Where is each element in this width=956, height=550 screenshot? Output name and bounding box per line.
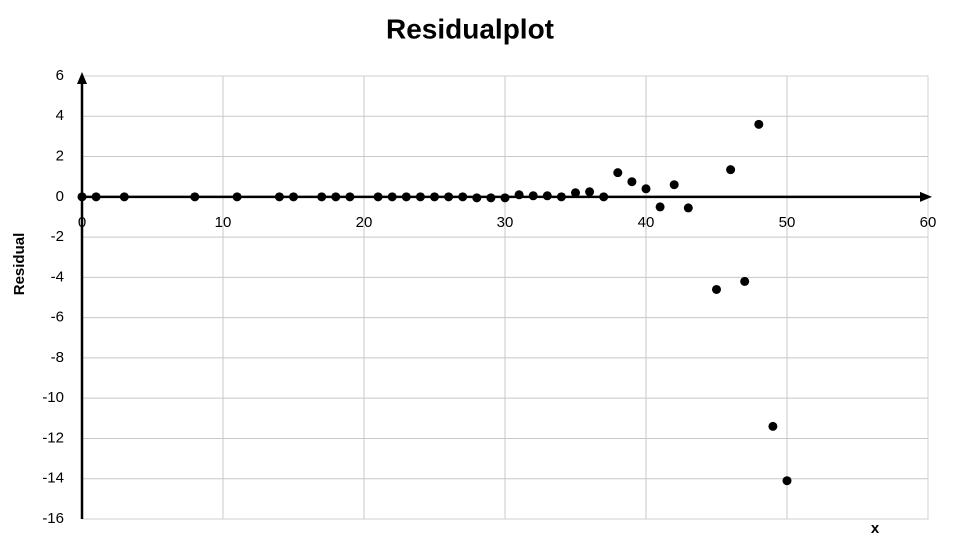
point (77, 192, 87, 202)
y-tick-label: -8 (51, 349, 64, 366)
point (627, 177, 637, 187)
point (613, 168, 623, 178)
point (274, 192, 284, 202)
point (500, 193, 510, 203)
point (683, 203, 693, 213)
point (754, 119, 764, 129)
point (458, 192, 468, 202)
x-tick-label: 50 (779, 214, 796, 231)
chart-title: Residualplot (386, 13, 554, 44)
point (232, 192, 242, 202)
point (740, 276, 750, 286)
point (669, 180, 679, 190)
point (599, 192, 609, 202)
point (289, 192, 298, 202)
point (528, 191, 538, 201)
y-tick-label: -4 (51, 268, 64, 285)
point (430, 192, 439, 202)
y-tick-label: -14 (42, 470, 64, 487)
point (415, 192, 425, 202)
point (387, 192, 397, 202)
point (345, 192, 355, 202)
point (712, 284, 721, 294)
point (119, 192, 129, 202)
y-tick-label: -12 (42, 429, 64, 446)
x-tick-label: 10 (215, 214, 232, 231)
point (472, 193, 482, 203)
point (514, 190, 524, 200)
x-axis-label: x (871, 520, 880, 537)
point (726, 165, 736, 175)
y-tick-label: 6 (56, 67, 64, 84)
x-tick-label: 60 (920, 214, 937, 231)
point (444, 192, 454, 202)
point (373, 192, 383, 202)
point (331, 192, 341, 202)
point (401, 192, 411, 202)
y-tick-label: -6 (51, 309, 64, 326)
y-tick-label: -16 (42, 510, 64, 527)
point (782, 476, 792, 486)
x-axis-arrow (920, 191, 932, 202)
y-tick-label: 4 (56, 107, 64, 124)
y-tick-label: 0 (56, 188, 64, 205)
point (486, 193, 496, 203)
point (585, 187, 595, 197)
point (556, 192, 566, 202)
y-axis-arrow (77, 72, 87, 84)
point (542, 191, 552, 201)
x-tick-label: 30 (497, 214, 514, 231)
y-tick-label: -10 (42, 389, 64, 406)
point (91, 192, 101, 202)
x-tick-label: 20 (356, 214, 373, 231)
point (768, 421, 778, 431)
x-tick-label: 40 (638, 214, 655, 231)
point (317, 192, 327, 202)
point (190, 192, 200, 202)
point (655, 202, 665, 212)
point (571, 188, 580, 198)
y-tick-label: -2 (51, 228, 64, 245)
y-axis-label: Residual (11, 233, 28, 296)
y-tick-label: 2 (56, 148, 64, 165)
point (641, 184, 651, 194)
